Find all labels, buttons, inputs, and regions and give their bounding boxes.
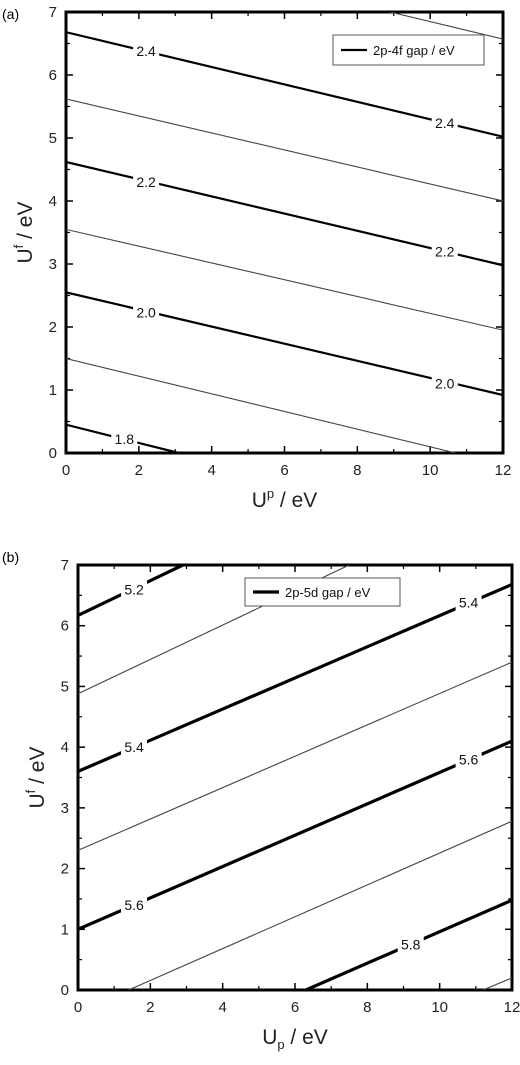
- contour-line-5.7: [128, 820, 512, 990]
- contour-label-bg: [397, 935, 424, 953]
- contour-line-1.9: [66, 357, 456, 453]
- contour-label-bg: [133, 42, 160, 60]
- contour-label-bg: [133, 173, 160, 191]
- x-axis-title: Up / eV: [262, 1026, 328, 1052]
- contour-label: 5.6: [459, 751, 479, 767]
- y-tick-label: 7: [61, 557, 69, 574]
- y-tick-label: 2: [49, 319, 57, 336]
- x-tick-label: 2: [146, 999, 154, 1016]
- y-tick-label: 1: [49, 382, 57, 399]
- x-tick-label: 6: [291, 999, 299, 1016]
- contour-label: 2.2: [136, 174, 156, 190]
- x-tick-label: 12: [495, 462, 512, 479]
- contour-label-bg: [121, 738, 148, 756]
- contour-label-bg: [431, 374, 458, 392]
- contour-chart-a: 0 2 4 6 8 10 12012345671.82.02.02.22.22.42.42p…: [11, 4, 512, 512]
- x-tick-label: 4: [218, 999, 226, 1016]
- contour-label: 5.4: [124, 739, 144, 755]
- y-tick-label: 6: [61, 618, 69, 635]
- contour-label: 5.8: [401, 936, 421, 952]
- x-tick-label: 8: [363, 999, 371, 1016]
- contour-line-5.9: [482, 977, 512, 990]
- x-tick-label: 10: [422, 462, 439, 479]
- y-tick-label: 4: [61, 739, 69, 756]
- contour-lines: [78, 565, 512, 990]
- contour-label-bg: [455, 593, 482, 611]
- contour-label-bg: [455, 750, 482, 768]
- contour-label-bg: [121, 580, 148, 598]
- plot-frame: [76, 563, 514, 992]
- panel-label: (a): [2, 6, 20, 22]
- chart-panel-a: (a) 0 2 4 6 8 10 12 0 1 2 3 4 5 6 7 1.8 2.0 2.0 2.2 2.2 2.4 2…: [0, 0, 520, 525]
- contour-label: 1.8: [115, 431, 135, 447]
- y-tick-label: 0: [49, 445, 57, 462]
- contour-label: 2.0: [136, 305, 156, 321]
- x-axis-title: Up / eV: [252, 486, 318, 512]
- y-tick-label: 1: [61, 921, 69, 938]
- y-tick-label: 5: [61, 678, 69, 695]
- y-axis-title: Uf / eV: [23, 747, 49, 809]
- contour-label-bg: [431, 113, 458, 131]
- panel-label: (b): [2, 549, 20, 565]
- contour-label: 2.4: [435, 115, 455, 131]
- contour-chart-b: 0 2 4 6 8 10 12012345675.25.45.45.65.65.82p-5d…: [23, 557, 520, 1052]
- x-tick-label: 0: [74, 999, 82, 1016]
- x-tick-label: 4: [207, 462, 215, 479]
- y-tick-label: 4: [49, 193, 57, 210]
- contour-label: 5.6: [124, 897, 144, 913]
- legend-label: 2p-5d gap / eV: [285, 585, 371, 600]
- y-tick-label: 3: [49, 256, 57, 273]
- contour-label: 2.0: [435, 376, 455, 392]
- contour-line-5.5: [78, 661, 512, 851]
- y-tick-label: 0: [61, 982, 69, 999]
- chart-panel-b: (b) 0 2 4 6 8 10 12 0 1 2 3 4 5 6 7 5.2 5.4 5.4 5.6 5.6 5.8 2…: [0, 545, 520, 1065]
- contour-line-2.1: [66, 228, 503, 331]
- contour-label-bg: [133, 303, 160, 321]
- legend-label: 2p-4f gap / eV: [373, 43, 455, 58]
- y-tick-label: 2: [61, 861, 69, 878]
- y-tick-label: 6: [49, 67, 57, 84]
- y-axis-title: Uf / eV: [11, 202, 37, 264]
- contour-line-5.6: [78, 739, 512, 931]
- y-tick-label: 7: [49, 4, 57, 21]
- x-tick-label: 12: [504, 999, 520, 1016]
- x-tick-label: 2: [135, 462, 143, 479]
- contour-line-5.4: [78, 582, 512, 773]
- x-tick-label: 6: [280, 462, 288, 479]
- x-tick-label: 8: [353, 462, 361, 479]
- contour-label-bg: [431, 242, 458, 260]
- x-tick-label: 10: [431, 999, 448, 1016]
- x-tick-label: 0: [62, 462, 70, 479]
- contour-label: 5.2: [124, 581, 144, 597]
- contour-label-bg: [121, 896, 148, 913]
- contour-label: 2.4: [136, 43, 156, 59]
- y-tick-label: 3: [61, 800, 69, 817]
- contour-label-bg: [111, 430, 138, 448]
- contour-label: 5.4: [459, 595, 479, 611]
- y-tick-label: 5: [49, 130, 57, 147]
- contour-line-2.3: [66, 98, 503, 202]
- contour-label: 2.2: [435, 243, 455, 259]
